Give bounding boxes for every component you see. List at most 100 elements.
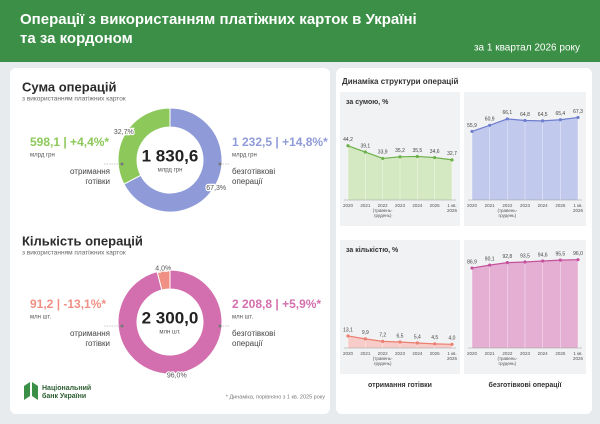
text-line: 1 кв. [573,351,582,356]
point [363,337,367,341]
text-line: банк України [42,392,86,400]
text-line: 1 кв. [447,351,456,356]
value-label: 35,2 [395,148,405,154]
value-label: 66,1 [502,110,512,116]
section-subtitle: з використанням платіжних карток [22,95,126,103]
amount-label: 2 208,8 | +5,9%* [232,297,321,311]
text-line: (травень- [373,208,393,213]
point [523,260,527,264]
category-label: безготівкові операції [232,329,275,348]
text-line: Національний [42,384,91,392]
text-line: 2022 [378,203,389,208]
amount-label: 1 232,5 | +14,8%* [232,135,328,149]
text-line: отримання [70,167,110,176]
value-label: 96,0 [573,251,583,257]
x-tick-label: 2023 [395,203,406,208]
value-label: 60,9 [485,117,495,123]
leader-dot [120,162,124,166]
text-line: 2026 [447,356,458,361]
logo-text: Національний банк України [42,384,91,400]
donut-total: 1 830,6 [142,146,199,165]
value-label: 4,0 [449,336,456,342]
text-line: 2026 [573,208,584,213]
section-title: Кількість операцій [22,233,143,248]
donut-unit: млн шт. [159,330,181,336]
point [450,158,454,162]
panel-bg [340,240,460,374]
text-line: готівки [85,339,110,348]
text-line: грудень) [374,361,392,366]
x-tick-label: 2024 [538,351,549,356]
leader-dot [218,324,222,328]
text-line: 2022 [378,351,389,356]
value-label: 7,2 [379,333,386,339]
amount-unit: млн шт. [30,315,52,321]
x-tick-label: 2024 [412,351,423,356]
donut-segment [117,269,223,375]
x-tick-label: 1 кв. 2026 [447,203,458,213]
x-tick-label: 2022 (травень-грудень) [497,203,517,218]
value-label: 64,5 [538,112,548,118]
text-line: та за кордоном [20,30,133,47]
value-label: 55,9 [467,123,477,129]
point [488,263,492,267]
text-line: операції [232,339,263,348]
point [505,261,509,265]
text-line: 2026 [447,208,458,213]
donut-segment [123,107,223,213]
x-tick-label: 2021 [485,351,496,356]
left-card [10,68,330,414]
value-label: 13,1 [343,327,353,333]
value-label: 94,6 [538,252,548,258]
x-tick-label: 2023 [395,351,406,356]
value-label: 39,1 [360,143,370,149]
value-label: 65,4 [555,111,565,117]
point [558,118,562,122]
text-line: (травень- [497,208,517,213]
x-tick-label: 2023 [520,351,531,356]
x-tick-label: 2024 [412,203,423,208]
leader-dot [120,324,124,328]
x-tick-label: 2020 [467,203,478,208]
text-line: операції [232,177,263,186]
value-label: 4,5 [431,335,438,341]
footnote: * Динаміка, порівняно з 1 кв. 2025 року [226,394,325,400]
text-line: безготівкові [232,329,275,338]
point [433,342,437,346]
value-label: 4,0% [155,265,171,272]
category-label: отримання готівки [70,167,110,186]
point [346,144,350,148]
point [558,258,562,262]
text-line: грудень) [499,361,517,366]
x-tick-label: 2022 (травень-грудень) [373,351,393,366]
point [541,259,545,263]
x-tick-label: 2020 [343,203,354,208]
point [505,117,509,121]
x-tick-label: 2023 [520,203,531,208]
value-label: 6,5 [397,333,404,339]
text-line: безготівкові [232,167,275,176]
value-label: 95,5 [555,251,565,257]
amount-label: 598,1 | +4,4%* [30,135,109,149]
point [470,266,474,270]
point [398,155,402,159]
value-label: 93,5 [520,253,530,259]
point [470,129,474,134]
text-line: 1 кв. [573,203,582,208]
value-label: 33,9 [378,150,388,156]
amount-unit: млрд грн [232,153,257,159]
text-line: 1 кв. [447,203,456,208]
donut-unit: млрд грн [158,168,183,174]
value-label: 92,8 [502,254,512,260]
x-tick-label: 2025 [430,351,441,356]
x-tick-label: 2021 [485,203,496,208]
text-line: грудень) [499,213,517,218]
text-line: Операції з використанням платіжних карто… [20,11,417,28]
x-tick-label: 2025 [555,203,566,208]
point [381,339,385,343]
amount-label: 91,2 | -13,1%* [30,297,106,311]
x-tick-label: 2024 [538,203,549,208]
value-label: 32,7 [447,151,457,157]
text-line: отримання [70,329,110,338]
